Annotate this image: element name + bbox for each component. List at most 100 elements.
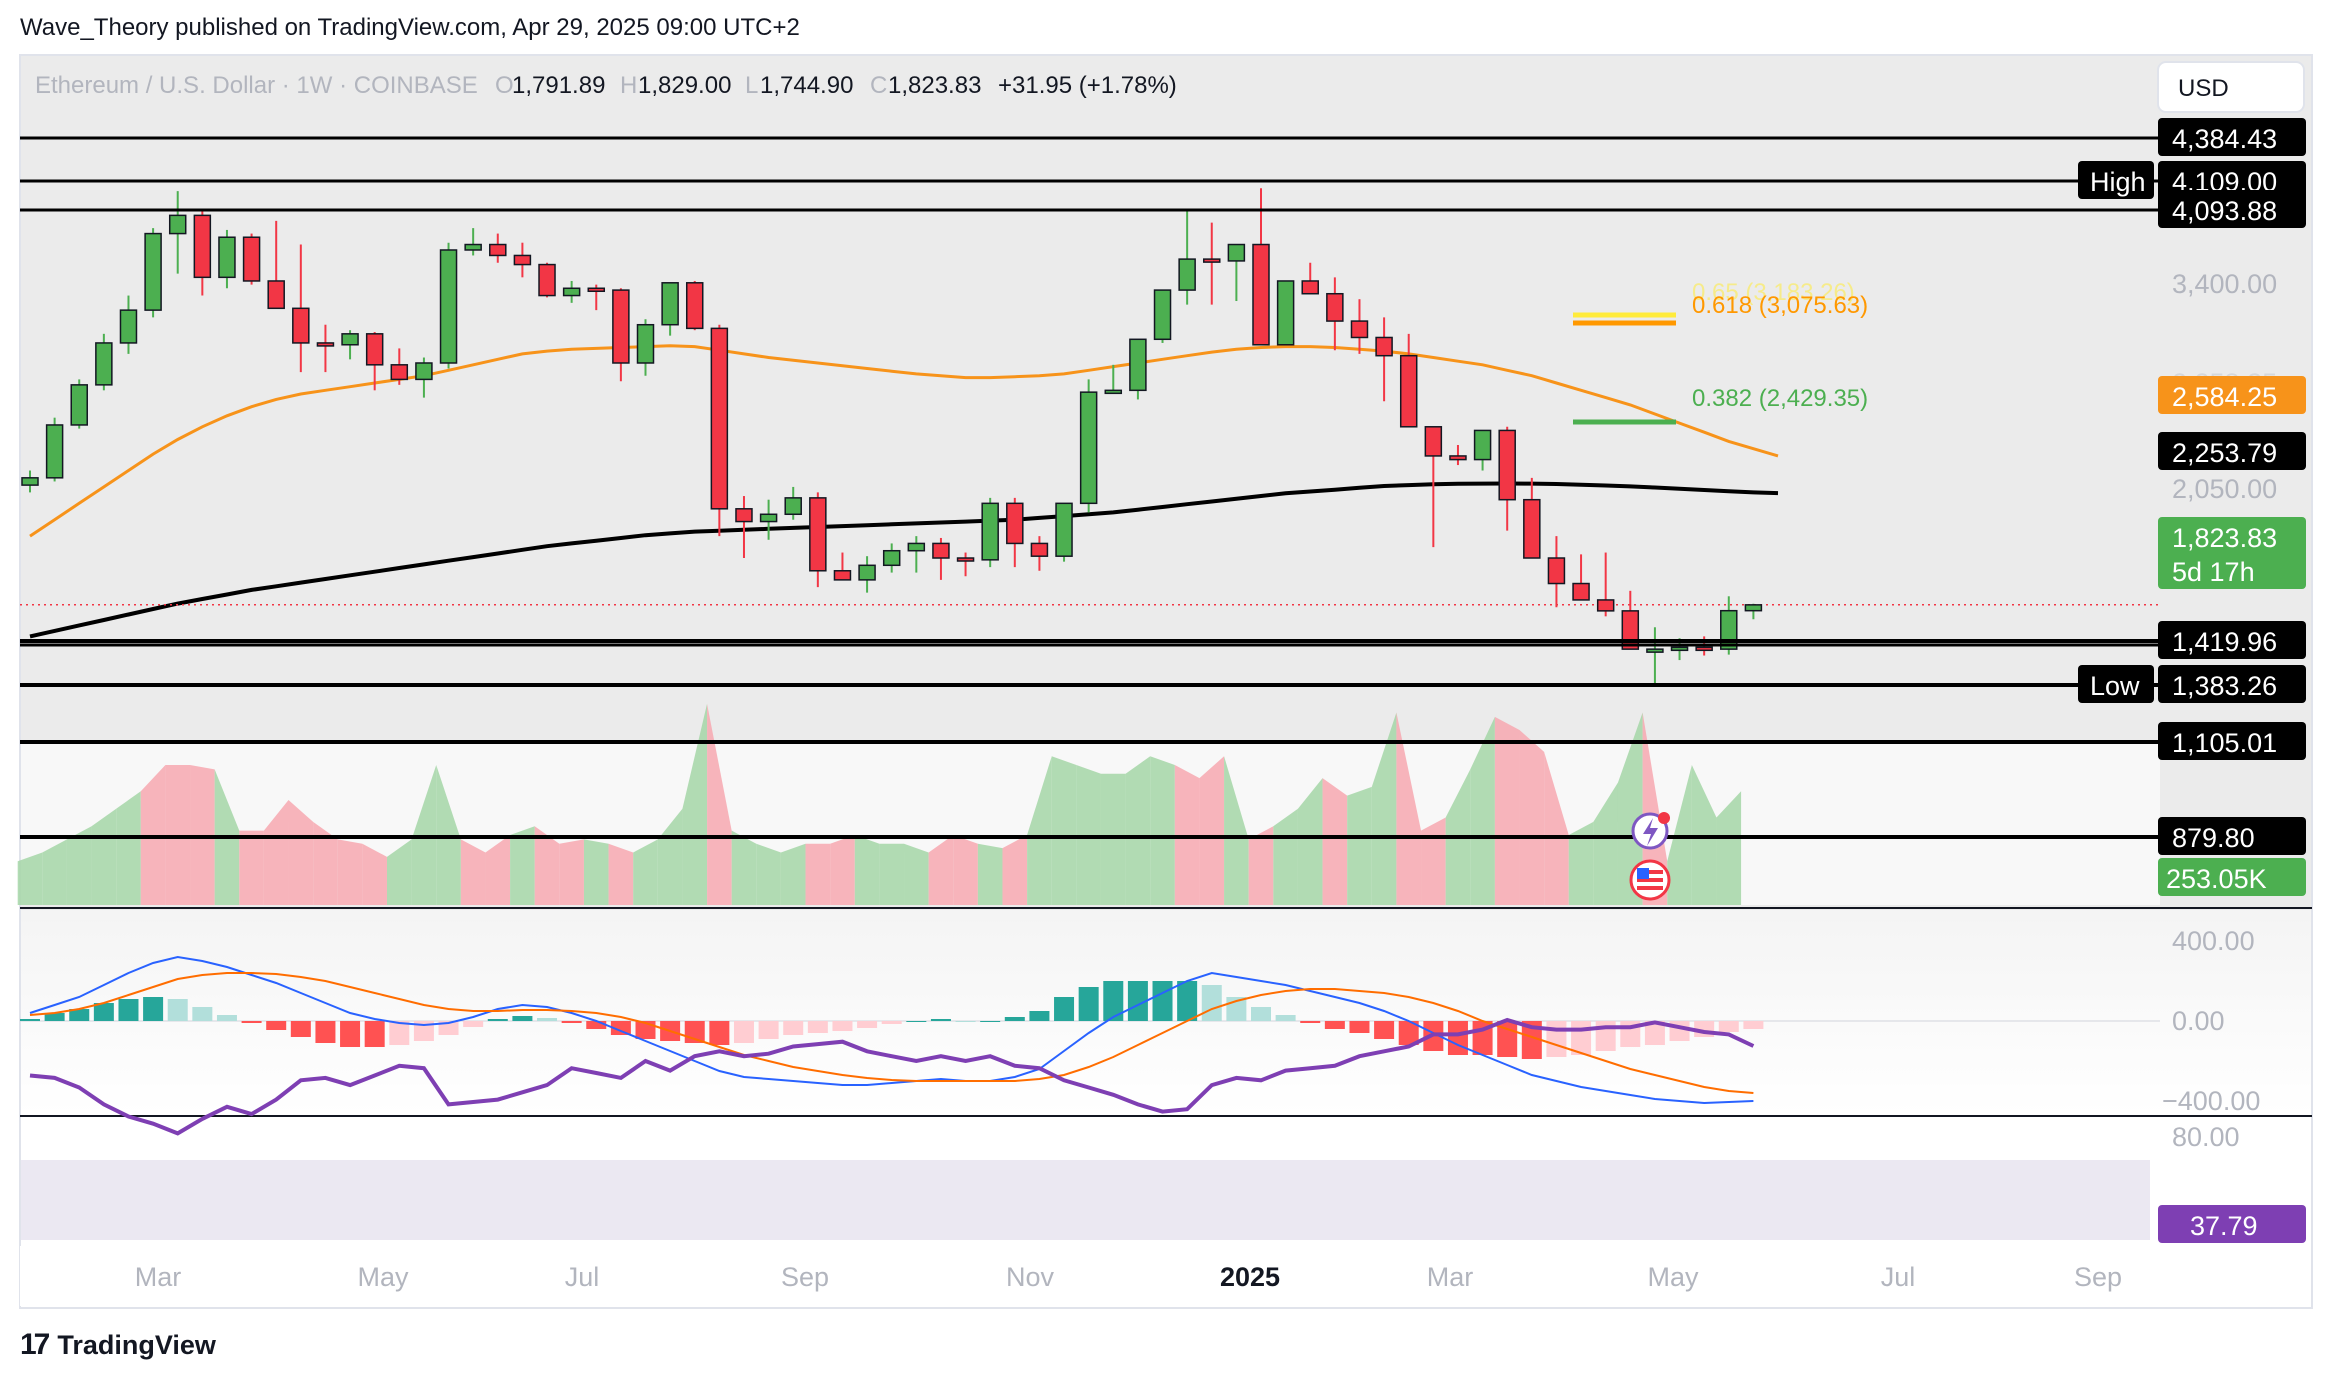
volume-area-segment — [1617, 712, 1643, 905]
candle-body — [562, 287, 581, 297]
candle-body — [1104, 389, 1123, 395]
macd-histogram-bar — [832, 1021, 853, 1031]
candle-body — [119, 309, 138, 344]
candle-body — [365, 333, 384, 366]
candle-body — [415, 362, 433, 381]
tradingview-footer[interactable]: 17 TradingView — [20, 1328, 216, 1362]
rsi-axis-label: 37.79 — [2190, 1211, 2258, 1241]
volume-area-segment — [1027, 756, 1052, 905]
volume-area-segment — [1100, 773, 1126, 905]
candle-body — [809, 497, 827, 572]
macd-pane — [20, 955, 2160, 1105]
macd-histogram-bar — [1127, 981, 1148, 1021]
macd-histogram-bar — [881, 1021, 902, 1024]
close-key: C — [870, 72, 887, 99]
candle-body — [45, 424, 64, 479]
candle-body — [932, 542, 950, 559]
macd-line — [29, 955, 1754, 1105]
volume-area-segment — [559, 839, 584, 905]
candle-body — [489, 243, 507, 257]
change-value: +31.95 (+1.78%) — [998, 72, 1177, 99]
volume-area-segment — [1544, 751, 1569, 905]
volume-area-segment — [682, 703, 708, 905]
time-tick-label: May — [357, 1262, 409, 1292]
macd-histogram-bar — [1152, 981, 1173, 1021]
rsi-pane — [20, 1017, 2160, 1306]
candle-body — [341, 333, 359, 346]
volume-area-segment — [830, 835, 855, 905]
volume-area-segment — [263, 800, 289, 905]
macd-histogram-bar — [1349, 1021, 1370, 1033]
macd-histogram-bar — [266, 1021, 287, 1030]
volume-area-segment — [854, 835, 880, 905]
candles — [21, 188, 1763, 686]
candle-body — [636, 323, 655, 364]
rsi-axis-label-bg — [2158, 1205, 2306, 1243]
candle-body — [710, 327, 729, 510]
macd-histogram-bar — [1324, 1021, 1345, 1029]
candle-body — [1276, 280, 1295, 346]
currency-button[interactable]: USD — [2157, 61, 2305, 113]
candle-body — [144, 232, 162, 311]
currency-label: USD — [2178, 75, 2229, 102]
volume-area-segment — [977, 843, 1003, 905]
volume-area-segment — [337, 839, 363, 905]
candle-body — [1326, 292, 1344, 322]
chart-frame — [19, 54, 2313, 1309]
candle-body — [858, 564, 876, 581]
time-tick-label: Nov — [1006, 1262, 1055, 1292]
candle-body — [882, 549, 901, 567]
macd-histogram-bar — [980, 1021, 1001, 1022]
ema-50-line — [29, 344, 1779, 538]
candle-body — [464, 243, 482, 251]
macd-histogram-bar — [340, 1021, 361, 1047]
macd-histogram-bar — [389, 1021, 410, 1045]
fibonacci-levels: 0.65 (3,183.26)0.618 (3,075.63) 0.382 (2,… — [1573, 279, 1868, 425]
volume-area-segment — [1494, 716, 1520, 905]
candle-body — [1572, 582, 1590, 601]
high-key: H — [620, 72, 637, 99]
macd-histogram-bar — [438, 1021, 459, 1035]
volume-area-segment — [239, 830, 264, 905]
candle-body — [513, 254, 532, 266]
macd-histogram-bar — [1201, 985, 1222, 1021]
macd-histogram-bar — [586, 1021, 607, 1029]
macd-histogram-bar — [192, 1007, 213, 1021]
level-tag: Low — [2090, 671, 2140, 701]
lightning-icon[interactable] — [1631, 812, 1670, 850]
candle-body — [1720, 609, 1738, 650]
ema-200-line — [29, 481, 1779, 639]
volume-area-segment — [510, 826, 535, 905]
candle-body — [1498, 429, 1516, 501]
volume-area-segment — [928, 835, 954, 905]
macd-histogram-bar — [733, 1021, 754, 1043]
volume-area-segment — [288, 800, 314, 905]
macd-histogram-bar — [1177, 981, 1198, 1021]
macd-histogram-bar — [1029, 1011, 1050, 1021]
volume-area-segment — [1716, 791, 1742, 905]
high-value: 1,829.00 — [638, 72, 731, 99]
candle-body — [981, 502, 999, 561]
macd-histogram-bar — [709, 1021, 730, 1045]
candle-body — [1695, 646, 1713, 652]
volume-area-segment — [1519, 730, 1545, 905]
level-axis-label-bg — [2158, 621, 2306, 659]
macd-histogram-bar — [364, 1021, 385, 1047]
volume-area-segment — [1347, 786, 1372, 905]
candle-body — [1153, 289, 1172, 341]
macd-histogram-bar — [1521, 1021, 1542, 1059]
volume-area-segment — [707, 703, 732, 905]
candle-body — [168, 214, 187, 235]
candle-body — [316, 342, 335, 347]
candle-body — [784, 497, 802, 516]
candle-body — [1301, 280, 1319, 295]
us-flag-icon[interactable] — [1629, 859, 1671, 901]
candle-body — [1523, 498, 1541, 559]
candle-body — [661, 282, 679, 326]
macd-histogram-bar — [44, 1013, 65, 1021]
macd-histogram-bar — [783, 1021, 804, 1035]
volume-area-segment — [1051, 756, 1077, 905]
candle-body — [70, 384, 88, 426]
open-value: 1,791.89 — [512, 72, 605, 99]
